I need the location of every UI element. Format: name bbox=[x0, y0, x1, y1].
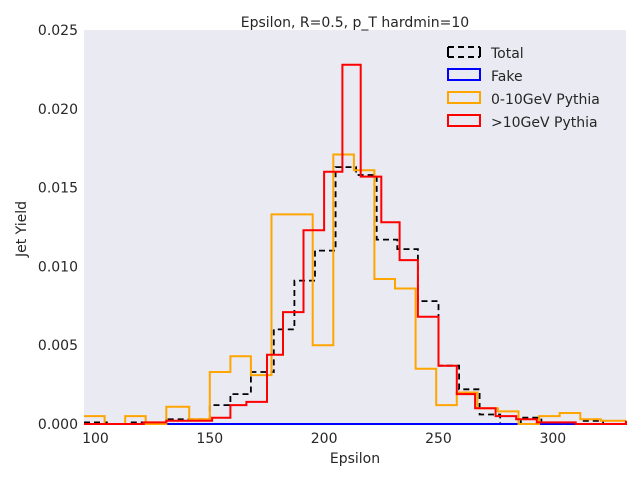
legend-swatch-high-pythia bbox=[447, 114, 481, 127]
y-tick-label: 0.015 bbox=[38, 181, 78, 197]
y-tick-label: 0.020 bbox=[38, 102, 78, 118]
x-axis-ticks: 100 150 200 250 300 bbox=[82, 431, 566, 447]
y-axis-label: Jet Yield bbox=[14, 201, 30, 258]
x-tick-label: 300 bbox=[539, 431, 566, 447]
legend-label-fake: Fake bbox=[491, 69, 523, 85]
legend-label-total: Total bbox=[490, 46, 524, 62]
x-tick-label: 250 bbox=[425, 431, 452, 447]
series-line-3 bbox=[84, 63, 627, 425]
x-tick-label: 100 bbox=[82, 431, 109, 447]
chart-title: Epsilon, R=0.5, p_T hardmin=10 bbox=[241, 15, 469, 31]
y-tick-label: 0.000 bbox=[38, 417, 78, 433]
series-line-2 bbox=[84, 153, 626, 425]
legend: Total Fake 0-10GeV Pythia >10GeV Pythia bbox=[447, 46, 600, 131]
x-tick-label: 150 bbox=[196, 431, 223, 447]
y-tick-label: 0.025 bbox=[38, 23, 78, 39]
x-tick-label: 200 bbox=[311, 431, 338, 447]
x-axis-label: Epsilon bbox=[330, 451, 380, 467]
y-tick-label: 0.005 bbox=[38, 338, 78, 354]
y-axis-ticks: 0.000 0.005 0.010 0.015 0.020 0.025 bbox=[38, 23, 78, 433]
legend-label-low-pythia: 0-10GeV Pythia bbox=[491, 92, 600, 108]
legend-swatch-fake bbox=[447, 68, 481, 81]
legend-label-high-pythia: >10GeV Pythia bbox=[491, 115, 598, 131]
plot-background bbox=[84, 30, 626, 424]
plot-series bbox=[84, 63, 627, 425]
legend-swatch-low-pythia bbox=[447, 91, 481, 104]
y-tick-label: 0.010 bbox=[38, 259, 78, 275]
